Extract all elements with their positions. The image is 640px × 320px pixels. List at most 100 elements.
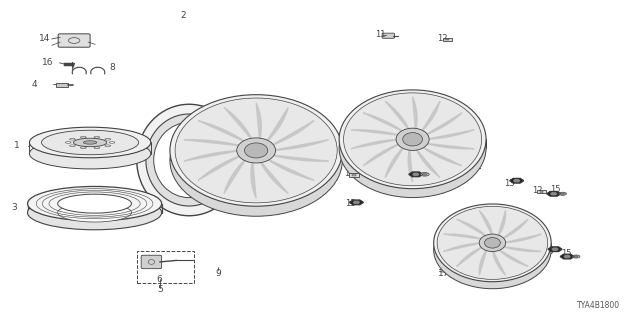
- Polygon shape: [424, 143, 474, 149]
- Text: 3: 3: [12, 203, 17, 212]
- Ellipse shape: [81, 136, 86, 138]
- Ellipse shape: [237, 138, 276, 163]
- Polygon shape: [224, 107, 253, 141]
- Ellipse shape: [339, 90, 486, 189]
- Ellipse shape: [422, 173, 427, 175]
- Text: 5: 5: [157, 285, 163, 294]
- FancyBboxPatch shape: [141, 255, 162, 269]
- Polygon shape: [457, 246, 483, 267]
- Polygon shape: [408, 148, 413, 182]
- Polygon shape: [270, 121, 314, 146]
- Bar: [537, 190, 546, 193]
- Ellipse shape: [574, 256, 578, 257]
- Bar: [443, 38, 452, 41]
- Text: TYA4B1800: TYA4B1800: [577, 301, 620, 310]
- Ellipse shape: [94, 147, 100, 148]
- Ellipse shape: [81, 147, 86, 148]
- Ellipse shape: [420, 172, 429, 176]
- Ellipse shape: [58, 194, 131, 213]
- Polygon shape: [413, 97, 417, 131]
- Polygon shape: [513, 180, 520, 182]
- Text: 1: 1: [13, 141, 19, 150]
- Polygon shape: [364, 143, 401, 166]
- Polygon shape: [502, 219, 528, 239]
- Ellipse shape: [105, 145, 111, 147]
- Polygon shape: [421, 101, 440, 132]
- Ellipse shape: [572, 255, 580, 258]
- Ellipse shape: [105, 139, 111, 140]
- Ellipse shape: [479, 234, 506, 252]
- Polygon shape: [444, 243, 482, 252]
- Polygon shape: [552, 248, 558, 250]
- Polygon shape: [385, 146, 404, 178]
- Ellipse shape: [65, 142, 71, 143]
- Polygon shape: [426, 130, 474, 139]
- Ellipse shape: [339, 99, 486, 197]
- Text: 13: 13: [504, 179, 515, 188]
- Polygon shape: [198, 155, 242, 180]
- Text: 9: 9: [215, 268, 221, 278]
- Polygon shape: [498, 211, 506, 237]
- Polygon shape: [548, 247, 562, 252]
- Polygon shape: [364, 113, 404, 132]
- Text: 4: 4: [32, 80, 38, 89]
- Ellipse shape: [244, 143, 268, 158]
- Ellipse shape: [437, 206, 548, 279]
- Polygon shape: [256, 102, 261, 141]
- Ellipse shape: [42, 130, 139, 155]
- Ellipse shape: [403, 132, 422, 146]
- Polygon shape: [424, 113, 462, 135]
- Polygon shape: [349, 200, 364, 204]
- Ellipse shape: [434, 204, 551, 282]
- Polygon shape: [271, 140, 328, 150]
- Polygon shape: [498, 249, 528, 267]
- Polygon shape: [479, 211, 492, 236]
- Polygon shape: [457, 219, 487, 237]
- Ellipse shape: [29, 127, 151, 158]
- Polygon shape: [198, 121, 246, 143]
- Polygon shape: [413, 173, 419, 175]
- Text: 11: 11: [376, 30, 386, 39]
- Polygon shape: [351, 139, 399, 149]
- Text: 13: 13: [346, 199, 356, 208]
- Text: 8: 8: [109, 63, 115, 72]
- Polygon shape: [251, 160, 256, 198]
- Ellipse shape: [28, 196, 162, 230]
- Ellipse shape: [559, 192, 566, 195]
- Ellipse shape: [561, 193, 564, 195]
- Text: 13: 13: [543, 247, 554, 256]
- Polygon shape: [385, 101, 410, 131]
- Polygon shape: [503, 234, 541, 243]
- FancyBboxPatch shape: [464, 165, 476, 171]
- Polygon shape: [415, 148, 440, 178]
- Polygon shape: [224, 158, 246, 194]
- Ellipse shape: [344, 93, 482, 186]
- Text: 12: 12: [437, 34, 447, 43]
- Bar: [56, 83, 68, 87]
- Polygon shape: [270, 155, 328, 161]
- Ellipse shape: [70, 145, 76, 147]
- Ellipse shape: [29, 138, 151, 169]
- FancyBboxPatch shape: [58, 34, 90, 47]
- Text: 11: 11: [460, 163, 470, 172]
- Ellipse shape: [175, 98, 337, 203]
- Ellipse shape: [74, 138, 107, 147]
- Polygon shape: [560, 254, 574, 259]
- Polygon shape: [510, 179, 524, 183]
- Text: 6: 6: [157, 275, 163, 284]
- Text: 10: 10: [310, 128, 322, 137]
- Ellipse shape: [170, 105, 342, 216]
- Polygon shape: [479, 249, 487, 275]
- Polygon shape: [444, 234, 483, 239]
- Ellipse shape: [137, 104, 241, 216]
- Ellipse shape: [70, 139, 76, 140]
- Bar: [352, 174, 356, 176]
- Text: 15: 15: [409, 166, 420, 175]
- Polygon shape: [266, 158, 314, 180]
- Polygon shape: [409, 172, 422, 177]
- Text: 2: 2: [180, 11, 186, 20]
- Bar: [349, 173, 359, 177]
- Ellipse shape: [170, 95, 342, 206]
- Ellipse shape: [434, 211, 551, 289]
- Polygon shape: [260, 160, 288, 194]
